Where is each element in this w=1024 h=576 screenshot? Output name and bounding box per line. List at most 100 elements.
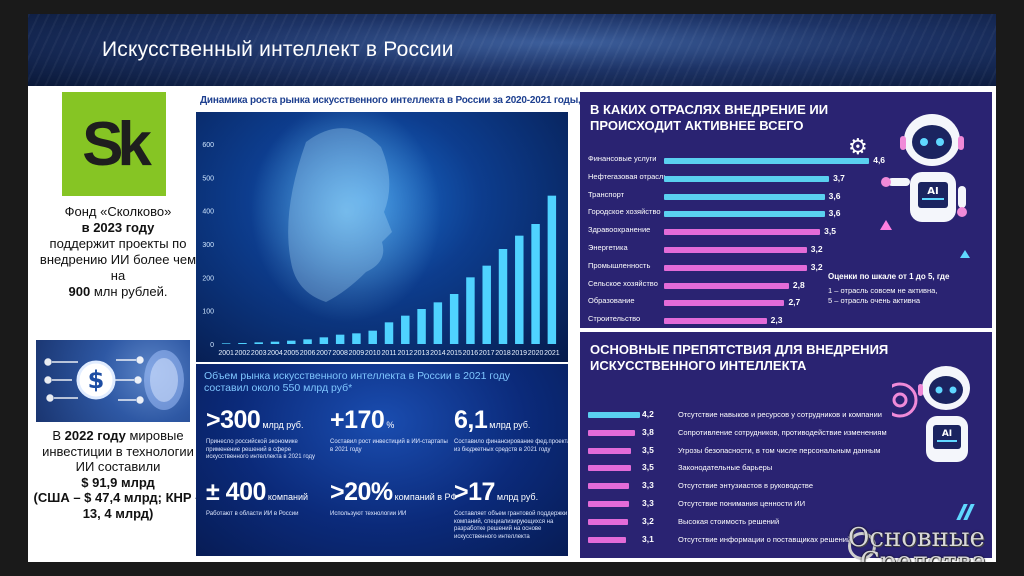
row-label: Транспорт (588, 189, 625, 199)
row-bar (588, 429, 636, 436)
row-label: Городское хозяйство (588, 207, 661, 217)
x-tick-label: 2013 (414, 350, 430, 357)
x-tick-label: 2006 (300, 350, 316, 357)
x-tick-label: 2003 (251, 350, 267, 357)
bar-2003 (254, 342, 263, 344)
x-tick-label: 2008 (332, 350, 348, 357)
row-value: 3,7 (833, 172, 845, 183)
bar-2008 (335, 334, 345, 344)
bar-2017 (482, 265, 491, 344)
industries-title: В каких отраслях внедрение ИИ происходит… (590, 102, 829, 133)
row-value: 3,8 (642, 426, 654, 437)
x-tick-label: 2009 (349, 350, 365, 357)
gear-icon: ⚙ (848, 134, 868, 159)
x-tick-label: 2007 (316, 350, 332, 357)
skolkovo-text: Фонд «Сколково» в 2023 году поддержит пр… (32, 204, 204, 300)
x-tick-label: 2001 (218, 350, 234, 357)
row-value: 3,2 (642, 515, 654, 526)
row-bar (588, 518, 628, 525)
skolkovo-logo: Sk (62, 92, 166, 196)
stat-5: >20% компаний в РФ Используют технологии … (330, 478, 458, 517)
bar-2009 (352, 333, 361, 344)
dollar-icon: $ (76, 360, 116, 400)
row-label: Законодательные барьеры (678, 463, 773, 473)
bar-2011 (384, 322, 394, 344)
fund-year: в 2023 году (81, 220, 155, 235)
row-label: Отсутствие понимания ценности ИИ (678, 499, 806, 508)
x-tick-label: 2005 (283, 350, 299, 357)
y-tick-label: 400 (202, 209, 214, 216)
row-bar (588, 447, 632, 454)
bar-2016 (466, 277, 475, 344)
slide: Искусственный интеллект в России Sk Фонд… (28, 14, 996, 562)
face-backdrop (251, 102, 441, 322)
row-value: 3,2 (810, 261, 823, 272)
bar-2004 (270, 341, 280, 344)
bar-2012 (401, 315, 410, 344)
x-tick-label: 2015 (446, 350, 462, 357)
row-label: Высокая стоимость решений (678, 516, 780, 526)
bar-2013 (417, 309, 426, 344)
stats-panel: Объем рынка искусственного интеллекта в … (196, 364, 568, 556)
row-value: 3,1 (642, 533, 654, 544)
obstacles-title: Основные препятствия для внедрения искус… (590, 342, 889, 373)
row-label: Строительство (588, 314, 641, 324)
fund-name: Фонд «Сколково» (64, 204, 172, 219)
bar-2001 (221, 343, 231, 344)
bar-2014 (433, 302, 443, 344)
y-tick-label: 200 (202, 275, 214, 282)
fund-desc: поддержит проекты по внедрению ИИ более … (39, 236, 197, 283)
row-label: Образование (588, 296, 635, 306)
y-tick-label: 600 (202, 142, 214, 149)
row-label: Сельское хозяйство (588, 278, 658, 288)
row-value: 3,3 (642, 498, 654, 508)
row-bar (664, 211, 825, 218)
bar-2021 (547, 195, 557, 344)
stat-1: >300 млрд руб. Принесло российской эконом… (206, 406, 316, 460)
row-bar (664, 318, 767, 325)
row-value: 2,7 (788, 297, 801, 308)
stat-4: ± 400 компаний Работают в области ИИ в Ро… (206, 478, 309, 517)
watermark: Основные Средства (848, 523, 988, 562)
row-label: Финансовые услуги (588, 154, 657, 163)
row-value: 2,8 (792, 279, 805, 290)
bar-2010 (368, 330, 377, 344)
world-investment-amount: $ 91,9 млрд (81, 474, 155, 490)
row-label: Отсутствие информации о поставщиках реше… (678, 534, 852, 544)
slide-title: Искусственный интеллект в России (102, 38, 454, 61)
scale-note: Оценки по шкале от 1 до 5, где 1 – отрас… (828, 272, 950, 305)
x-tick-label: 2002 (235, 350, 251, 357)
row-bar (664, 158, 870, 164)
x-tick-label: 2016 (463, 350, 479, 357)
row-label: Угрозы безопасности, в том числе персона… (678, 445, 881, 455)
row-bar (588, 536, 627, 543)
chart-title-bar (196, 92, 568, 112)
x-tick-label: 2019 (511, 350, 527, 357)
row-value: 3,5 (642, 444, 654, 455)
row-bar (664, 229, 821, 236)
row-label: Здравоохранение (588, 225, 651, 235)
row-bar (664, 247, 807, 253)
row-label: Отсутствие навыков и ресурсов у сотрудни… (678, 410, 882, 419)
y-tick-label: 0 (210, 342, 214, 349)
x-tick-label: 2010 (365, 350, 381, 357)
row-value: 3,3 (642, 480, 654, 491)
x-tick-label: 2021 (544, 350, 560, 357)
bar-2015 (449, 294, 459, 344)
row-label: Отсутствие энтузиастов в руководстве (678, 481, 814, 491)
row-bar (664, 264, 807, 271)
x-tick-label: 2004 (267, 350, 283, 357)
row-bar (664, 282, 789, 289)
row-value: 2,3 (770, 315, 783, 326)
market-chart-title: Динамика роста рынка искусственного инте… (200, 95, 631, 106)
triangle-decor (960, 250, 970, 258)
robot-icon: AI (882, 360, 988, 495)
x-tick-label: 2014 (430, 350, 446, 357)
row-label: Энергетика (588, 243, 628, 252)
row-bar (664, 300, 785, 307)
row-bar (664, 175, 830, 182)
bar-2002 (238, 343, 247, 344)
triangle-decor (880, 220, 892, 230)
row-bar (588, 465, 632, 472)
industries-panel: В каких отраслях внедрение ИИ происходит… (580, 92, 992, 328)
